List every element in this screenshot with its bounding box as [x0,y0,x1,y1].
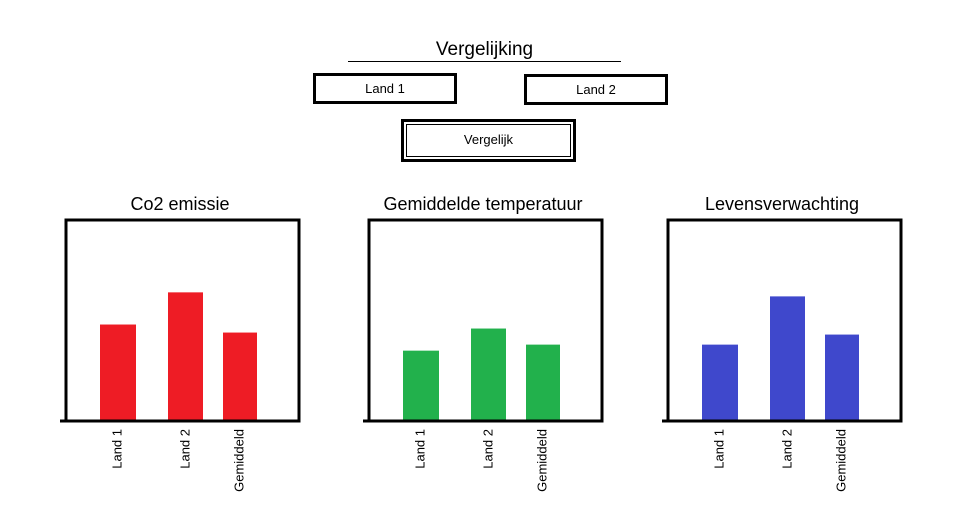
x-tick-label: Land 1 [109,429,124,469]
comparison-header: Vergelijking Vergelijk [0,0,980,170]
bar-1 [403,350,439,421]
x-tick-label: Land 2 [480,429,495,469]
bar-1 [702,344,738,421]
x-tick-label: Gemiddeld [534,429,549,492]
bar-1 [100,324,136,421]
chart-average-temperature: Gemiddelde temperatuur Land 1 Land 2 Gemid… [333,185,633,505]
bar-3 [825,334,859,421]
x-tick-label: Land 2 [779,429,794,469]
chart-svg: Land 1 Land 2 Gemiddeld [662,218,903,492]
chart-title: Co2 emissie [130,194,230,214]
bar-2 [770,296,805,421]
land1-field[interactable] [313,73,457,104]
land2-field[interactable] [524,74,668,105]
chart-svg: Land 1 Land 2 Gemiddeld [60,218,301,492]
compare-button[interactable]: Vergelijk [401,119,576,162]
chart-title: Gemiddelde temperatuur [383,194,583,214]
chart-life-expectancy: Levensverwachting Land 1 Land 2 Gemiddeld [632,185,932,505]
chart-co2-emission: Co2 emissie Land 1 Land 2 Gemiddeld [30,185,330,505]
compare-button-label: Vergelijk [406,124,571,157]
chart-title: Levensverwachting [704,194,860,214]
x-tick-label: Land 1 [711,429,726,469]
bar-3 [223,332,257,421]
x-tick-label: Land 2 [177,429,192,469]
bar-3 [526,344,560,421]
x-tick-label: Gemiddeld [231,429,246,492]
bar-2 [471,328,506,421]
page-title: Vergelijking [348,38,621,62]
bar-2 [168,292,203,421]
x-tick-label: Land 1 [412,429,427,469]
x-tick-label: Gemiddeld [833,429,848,492]
chart-svg: Land 1 Land 2 Gemiddeld [363,218,604,492]
